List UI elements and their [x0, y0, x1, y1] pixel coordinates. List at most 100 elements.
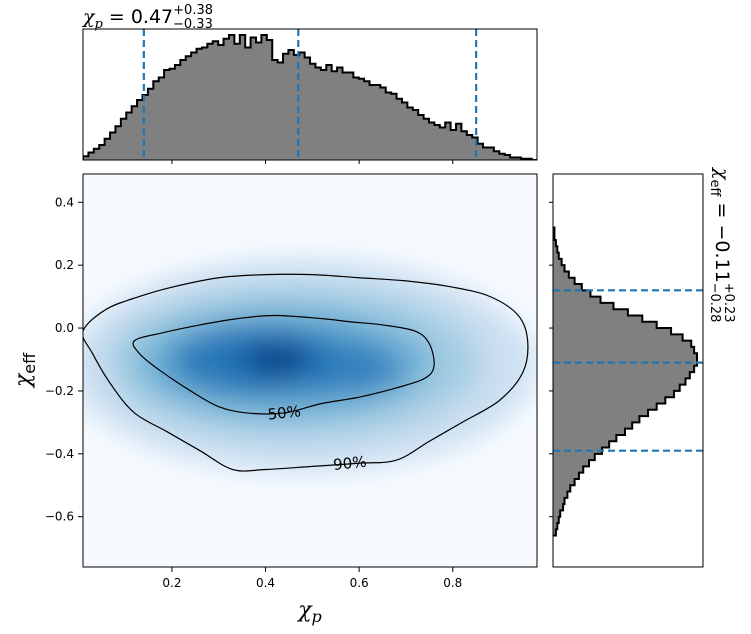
right-hist-bar — [553, 504, 564, 511]
right-hist-bar — [553, 365, 695, 373]
y-tick-label: 0.4 — [55, 195, 74, 209]
top-hist-bar — [266, 40, 273, 160]
top-hist-bar — [126, 112, 133, 160]
top-hist-bar — [445, 122, 451, 160]
top-hist-bar — [83, 156, 89, 160]
top-hist-bar — [293, 55, 300, 160]
right-hist-bar — [553, 334, 683, 342]
right-histogram — [553, 226, 698, 537]
right-hist-bar — [553, 302, 614, 310]
right-hist-bar — [553, 328, 672, 335]
top-hist-bar — [337, 67, 343, 160]
top-hist-bar — [212, 41, 219, 160]
top-hist-bar — [461, 131, 468, 160]
top-hist-bar — [255, 42, 262, 160]
top-hist-bar — [272, 60, 279, 160]
top-hist-bar — [423, 118, 430, 160]
right-hist-bar — [553, 529, 556, 536]
top-hist-bar — [164, 70, 170, 160]
right-hist-bar — [553, 346, 695, 354]
right-hist-bar — [553, 403, 657, 411]
right-hist-bar — [553, 309, 628, 316]
top-hist-bar — [391, 93, 397, 160]
top-hist-bar — [353, 77, 360, 160]
top-hist-bar — [299, 52, 306, 160]
top-hist-bar — [201, 47, 208, 160]
top-hist-bar — [196, 48, 203, 160]
top-hist-bar — [347, 72, 354, 160]
right-hist-bar — [553, 516, 559, 524]
top-hist-bar — [277, 62, 284, 160]
right-hist-bar — [553, 491, 568, 499]
top-hist-bar — [304, 57, 311, 160]
top-hist-bar — [88, 152, 95, 160]
right-hist-bar — [553, 472, 579, 480]
right-hist-bar — [553, 277, 575, 285]
x-tick-label: 0.8 — [443, 576, 462, 590]
top-hist-bar — [434, 125, 441, 160]
x-tick-label: 0.6 — [350, 576, 369, 590]
right-hist-bar — [553, 372, 690, 379]
right-marginal-panel: χeff = −0.11+0.23−0.28 — [549, 166, 736, 568]
top-hist-bar — [174, 65, 181, 160]
density-blob — [258, 348, 301, 371]
right-hist-bar — [553, 428, 625, 436]
top-hist-bar — [158, 77, 165, 160]
top-title: χp = 0.47+0.38 −0.33 — [81, 3, 213, 32]
top-hist-bar — [358, 78, 365, 160]
top-hist-bar — [104, 138, 111, 160]
top-hist-bar — [223, 38, 230, 160]
right-hist-bar — [553, 453, 595, 461]
top-hist-bar — [439, 127, 446, 160]
density-layers — [83, 258, 537, 473]
top-hist-bar — [137, 100, 143, 160]
top-hist-bar — [283, 53, 289, 160]
density-heatmap — [83, 174, 537, 567]
top-hist-bar — [315, 67, 322, 160]
y-tick-label: 0.0 — [55, 321, 74, 335]
top-hist-bar — [185, 56, 192, 160]
top-hist-bar — [483, 147, 489, 160]
top-hist-bar — [407, 107, 414, 160]
x-tick-label: 0.4 — [256, 576, 275, 590]
contour-90pct — [83, 273, 529, 472]
top-hist-bar — [331, 71, 338, 160]
top-hist-bar — [320, 70, 327, 160]
right-hist-bar — [553, 485, 571, 492]
y-axis-label: χeff — [11, 352, 39, 389]
top-hist-outline — [83, 34, 537, 160]
top-hist-bar — [472, 137, 479, 160]
contour-label: 90% — [332, 453, 367, 474]
top-hist-bar — [115, 126, 122, 160]
x-tick-label: 0.2 — [162, 576, 181, 590]
right-hist-bar — [553, 340, 692, 348]
main-xticks: 0.2 0.4 0.6 0.8 — [162, 567, 462, 590]
density-contours: 50% 90% — [83, 273, 529, 474]
right-title: χeff = −0.11+0.23−0.28 — [707, 166, 736, 323]
top-hist-bar — [488, 147, 495, 160]
main-yticks: 0.4 0.2 0.0 −0.2 −0.4 −0.6 — [45, 195, 83, 524]
right-hist-bar — [553, 321, 657, 329]
top-hist-bar — [180, 60, 187, 160]
top-hist-bar — [261, 35, 268, 160]
top-hist-bar — [504, 155, 511, 160]
top-hist-bar — [342, 72, 349, 160]
top-hist-bar — [207, 43, 214, 160]
right-hist-bar — [553, 422, 633, 430]
top-hist-bar — [228, 35, 235, 160]
top-hist-bar — [310, 63, 316, 160]
right-hist-bar — [553, 478, 575, 486]
right-yticks — [549, 201, 553, 518]
right-hist-bar — [553, 271, 569, 279]
right-hist-bar — [553, 409, 649, 417]
main-axes-frame — [82, 173, 538, 568]
right-hist-bar — [553, 466, 584, 474]
right-hist-outline — [553, 226, 698, 537]
top-hist-bar — [191, 52, 197, 160]
top-xticks — [171, 160, 454, 164]
x-axis-label: χp — [296, 598, 322, 626]
top-hist-bar — [153, 81, 160, 160]
top-hist-bar — [110, 132, 116, 160]
right-hist-bar — [553, 290, 591, 298]
